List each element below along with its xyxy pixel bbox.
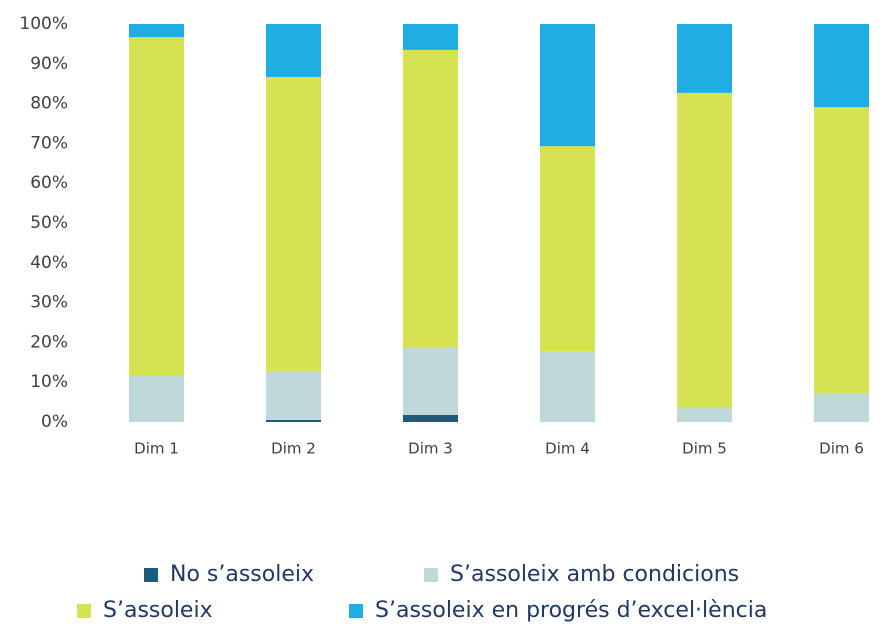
bar-segment	[403, 24, 458, 50]
x-tick-label: Dim 2	[271, 440, 316, 458]
legend-label: S’assoleix	[103, 598, 213, 623]
bar-segment	[129, 24, 184, 38]
bar-segment	[540, 146, 595, 352]
x-tick-label: Dim 6	[819, 440, 864, 458]
y-tick-label: 20%	[30, 332, 68, 352]
legend-label: No s’assoleix	[170, 562, 314, 587]
legend-marker	[424, 568, 438, 582]
bar-segment	[677, 92, 732, 409]
bar-segment	[403, 347, 458, 415]
y-tick-label: 10%	[30, 372, 68, 392]
legend-label: S’assoleix amb condicions	[450, 562, 739, 587]
bar-segment	[403, 49, 458, 348]
x-tick-label: Dim 1	[134, 440, 179, 458]
y-tick-label: 50%	[30, 213, 68, 233]
bar-segment	[677, 408, 732, 422]
bar-segment	[540, 24, 595, 147]
bar-segment	[677, 24, 732, 93]
x-tick-label: Dim 3	[408, 440, 453, 458]
bar-segment	[540, 351, 595, 422]
bar-segment	[129, 37, 184, 376]
legend-marker	[144, 568, 158, 582]
bar-segment	[814, 392, 869, 422]
bar-segment	[266, 76, 321, 372]
x-tick-label: Dim 4	[545, 440, 590, 458]
bar-segment	[266, 371, 321, 421]
y-tick-label: 70%	[30, 133, 68, 153]
y-tick-label: 90%	[30, 54, 68, 74]
legend-marker	[77, 604, 91, 618]
bar-segment	[814, 107, 869, 393]
bar-segment	[129, 375, 184, 422]
x-tick-label: Dim 5	[682, 440, 727, 458]
y-tick-label: 60%	[30, 173, 68, 193]
y-tick-label: 40%	[30, 253, 68, 273]
bar-segment	[266, 420, 321, 422]
y-tick-label: 30%	[30, 293, 68, 313]
bar-segment	[814, 24, 869, 108]
y-tick-label: 0%	[41, 412, 68, 432]
y-tick-label: 80%	[30, 94, 68, 114]
legend-label: S’assoleix en progrés d’excel·lència	[375, 598, 767, 623]
bar-segment	[266, 24, 321, 77]
bar-segment	[403, 414, 458, 422]
y-tick-label: 100%	[19, 14, 68, 34]
legend-marker	[349, 604, 363, 618]
